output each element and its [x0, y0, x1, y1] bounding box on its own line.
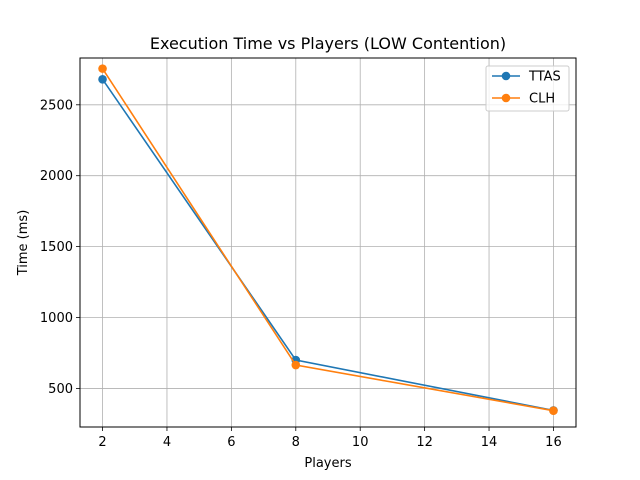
grid	[80, 58, 576, 427]
x-axis-label: Players	[304, 456, 351, 471]
legend-marker-clh	[501, 93, 511, 103]
x-tick-label: 6	[227, 435, 235, 450]
x-axis: 2 4 6 8 10 12 14 16	[98, 427, 562, 450]
x-tick-label: 8	[292, 435, 300, 450]
y-tick-label: 1000	[40, 311, 73, 326]
legend-marker-ttas	[501, 71, 511, 81]
x-tick-label: 2	[98, 435, 106, 450]
y-tick-label: 2000	[40, 169, 73, 184]
y-axis-label: Time (ms)	[16, 210, 31, 277]
legend: TTAS CLH	[485, 65, 570, 112]
series-layer	[98, 64, 558, 415]
series-line-clh	[101, 68, 554, 412]
y-tick-label: 2500	[40, 98, 73, 113]
x-tick-label: 12	[416, 435, 433, 450]
x-tick-label: 10	[352, 435, 369, 450]
x-tick-label: 4	[163, 435, 171, 450]
data-point-ttas	[98, 74, 107, 84]
data-point-clh	[291, 360, 301, 370]
y-tick-label: 1500	[40, 240, 73, 255]
y-axis: 500 1000 1500 2000 2500	[40, 98, 80, 397]
data-point-clh	[98, 64, 107, 73]
x-tick-label: 16	[545, 435, 562, 450]
chart-title: Execution Time vs Players (LOW Contentio…	[150, 34, 506, 53]
series-line-ttas	[101, 78, 554, 412]
data-point-clh	[549, 406, 558, 415]
plot-frame	[79, 57, 577, 428]
y-tick-label: 500	[48, 382, 73, 397]
x-tick-label: 14	[481, 435, 498, 450]
legend-label-clh: CLH	[529, 92, 555, 107]
legend-label-ttas: TTAS	[528, 70, 561, 85]
